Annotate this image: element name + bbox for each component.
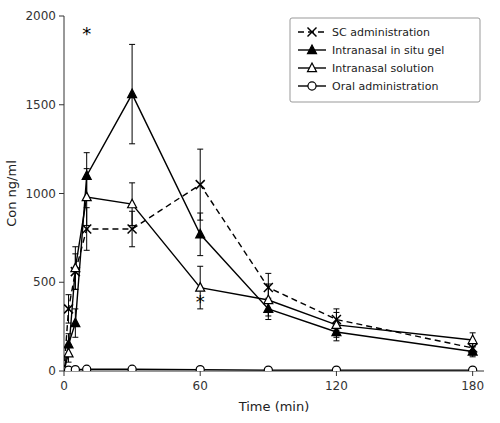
y-tick — [59, 16, 64, 17]
point — [128, 89, 137, 98]
point — [128, 365, 136, 371]
x-tick — [64, 371, 65, 376]
chart: 0 60 120 180 0 500 1000 1500 2000 Time (min) Con n… — [0, 0, 500, 423]
y-tick-label: 1500 — [25, 98, 56, 112]
point — [332, 320, 341, 329]
x-tick-label: 0 — [60, 379, 68, 393]
x-tick — [200, 371, 201, 376]
legend-marker — [308, 45, 317, 54]
y-tick — [59, 282, 64, 283]
x-axis-label: Time (min) — [238, 399, 310, 414]
legend-label: SC administration — [332, 26, 430, 39]
legend-marker — [308, 28, 317, 37]
point — [71, 318, 80, 327]
legend-marker — [308, 82, 316, 90]
point — [332, 366, 340, 371]
series — [64, 365, 477, 371]
x-tick-label: 60 — [193, 379, 208, 393]
point — [196, 229, 205, 238]
y-tick-label: 1000 — [25, 187, 56, 201]
y-tick-label: 0 — [48, 364, 56, 378]
x-tick — [336, 371, 337, 376]
point — [82, 225, 91, 234]
x-tick-label: 180 — [461, 379, 484, 393]
x-tick-label: 120 — [325, 379, 348, 393]
point — [264, 295, 273, 304]
y-axis-label: Con ng/ml — [4, 160, 19, 227]
point — [196, 180, 205, 189]
point — [264, 366, 272, 371]
legend: SC administration Intranasal in situ gel I… — [290, 18, 480, 102]
point — [71, 263, 80, 272]
annotation: * — [82, 23, 91, 44]
y-tick — [59, 104, 64, 105]
legend-label: Intranasal in situ gel — [332, 44, 444, 57]
series-line — [64, 94, 473, 371]
point — [468, 335, 477, 344]
point — [82, 192, 91, 201]
point — [196, 366, 204, 371]
y-tick — [59, 193, 64, 194]
y-tick-label: 500 — [33, 275, 56, 289]
legend-label: Intranasal solution — [332, 62, 434, 75]
legend-marker — [308, 63, 317, 72]
point — [128, 199, 137, 208]
series-line — [64, 197, 473, 371]
point — [468, 347, 477, 356]
point — [469, 366, 477, 371]
legend-label: Oral administration — [332, 80, 438, 93]
x-tick — [472, 371, 473, 376]
axes: 0 60 120 180 0 500 1000 1500 2000 — [25, 9, 484, 393]
annotation: * — [196, 291, 205, 312]
legend-box — [290, 18, 480, 102]
point — [128, 225, 137, 234]
point — [71, 366, 79, 371]
point — [64, 348, 73, 357]
point — [83, 365, 91, 371]
series — [64, 149, 477, 371]
y-tick-label: 2000 — [25, 9, 56, 23]
series — [64, 169, 477, 371]
y-tick — [59, 371, 64, 372]
